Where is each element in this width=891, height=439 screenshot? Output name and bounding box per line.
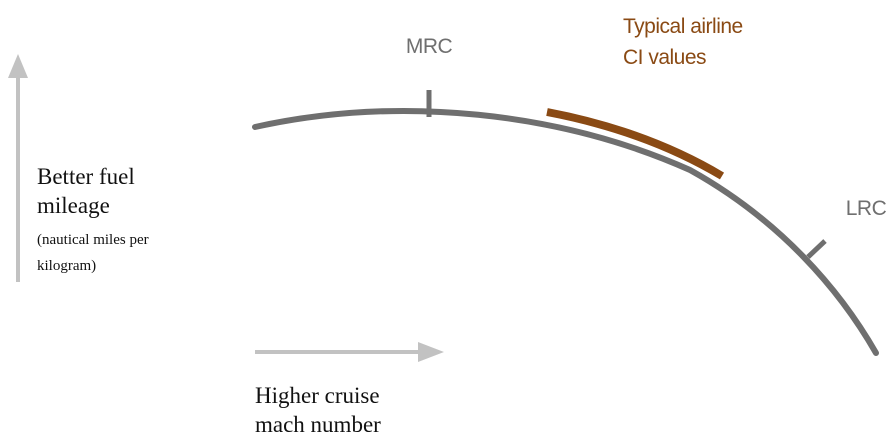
lrc-tick (808, 241, 825, 257)
lrc-label: LRC (846, 197, 887, 220)
y-axis-subtitle-line1: (nautical miles per (37, 232, 149, 248)
typical-ci-label-line2: CI values (623, 46, 706, 69)
fuel-mileage-curve (255, 111, 876, 353)
y-axis-title-line2: mileage (37, 193, 110, 218)
mrc-label: MRC (406, 35, 453, 58)
typical-ci-range-highlight (547, 112, 722, 176)
typical-ci-label-line1: Typical airline (623, 15, 743, 38)
x-axis-title-line2: mach number (255, 412, 381, 437)
y-axis-arrow (8, 54, 28, 282)
x-axis-arrow (255, 342, 444, 362)
y-axis-title-line1: Better fuel (37, 164, 135, 189)
x-axis-title-line1: Higher cruise (255, 383, 380, 408)
y-axis-subtitle-line2: kilogram) (37, 258, 96, 274)
